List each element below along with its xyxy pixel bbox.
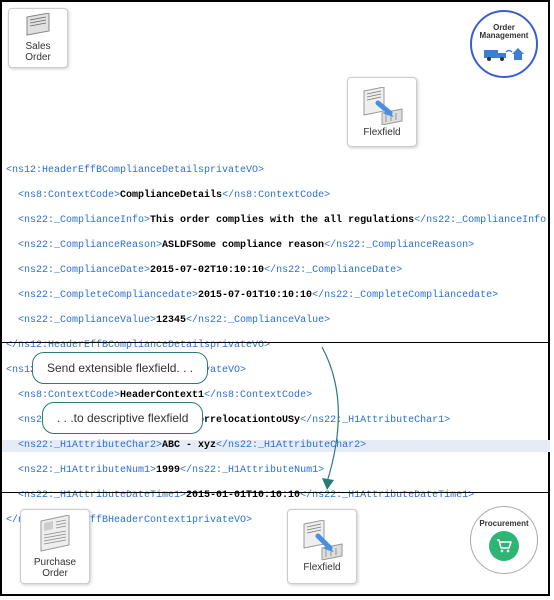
order-management-icon: Order Management (470, 10, 538, 78)
procurement-label: Procurement (479, 519, 528, 528)
procurement-icon: Procurement (470, 506, 538, 574)
flexfield-top-icon: Flexfield (347, 77, 417, 147)
cart-icon (495, 537, 513, 555)
po-graphic-icon (35, 515, 75, 555)
sales-order-icon: Sales Order (8, 8, 68, 68)
diagram-container: Sales Order Order Management Flex (0, 0, 550, 596)
sales-order-label: Sales Order (13, 41, 63, 63)
xml-highlighted-line: <ns22:_H1AttributeChar2>ABC - xyz</ns22:… (2, 440, 550, 453)
flexfield-graphic-icon (360, 87, 404, 125)
callout-send-extensible: Send extensible flexfield. . . (32, 352, 208, 384)
flexfield-top-label: Flexfield (363, 127, 400, 138)
callout-to-descriptive: . . .to descriptive flexfield (42, 402, 203, 434)
xml-l1: <ns12:HeaderEffBComplianceDetailsprivate… (6, 165, 264, 176)
divider-1 (2, 342, 550, 343)
order-management-label: Order Management (472, 24, 536, 40)
document-3d-icon (23, 13, 53, 39)
cart-circle (489, 531, 519, 561)
purchase-order-label: Purchase Order (25, 557, 85, 579)
flexfield-bottom-label: Flexfield (303, 562, 340, 573)
truck-house-icon (482, 40, 526, 64)
flexfield-bottom-icon: Flexfield (287, 509, 357, 584)
divider-2 (2, 492, 550, 493)
purchase-order-icon: Purchase Order (20, 509, 90, 584)
flexfield-graphic-icon-2 (300, 520, 344, 560)
